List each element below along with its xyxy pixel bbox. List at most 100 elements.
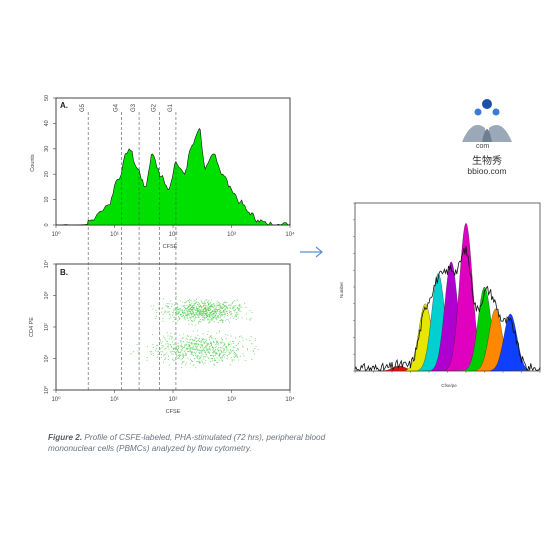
scatter-point bbox=[176, 349, 178, 351]
scatter-point bbox=[198, 357, 200, 360]
scatter-point bbox=[159, 333, 161, 335]
figure-caption: Figure 2. Profile of CSFE-labeled, PHA-s… bbox=[48, 432, 338, 454]
scatter-point bbox=[195, 318, 197, 320]
scatter-point bbox=[237, 309, 240, 311]
scatter-point bbox=[199, 356, 201, 358]
scatter-point bbox=[185, 338, 187, 340]
x-tick-label: 10³ bbox=[227, 232, 236, 238]
scatter-point bbox=[130, 353, 132, 355]
scatter-point bbox=[216, 317, 218, 319]
scatter-point bbox=[189, 304, 191, 306]
scatter-point bbox=[217, 316, 219, 318]
x-tick-label: 10³ bbox=[227, 397, 236, 403]
scatter-point bbox=[194, 337, 196, 339]
scatter-point bbox=[211, 352, 213, 354]
scatter-point bbox=[192, 330, 194, 332]
scatter-point bbox=[181, 316, 183, 318]
scatter-point bbox=[157, 307, 159, 309]
scatter-point bbox=[161, 351, 163, 353]
scatter-point bbox=[228, 312, 230, 314]
scatter-point bbox=[237, 343, 239, 345]
scatter-point bbox=[193, 314, 195, 316]
generation-gates: G5 G4 G3 G2 G1 bbox=[80, 103, 177, 390]
scatter-point bbox=[188, 347, 190, 350]
scatter-point bbox=[223, 316, 225, 318]
y-tick-label: 50 bbox=[44, 95, 50, 101]
scatter-point bbox=[195, 367, 197, 369]
scatter-point bbox=[221, 346, 223, 348]
scatter-point bbox=[220, 342, 222, 344]
panel-b-x-ticks: 10⁰ 10¹ 10² 10³ 10⁴ bbox=[51, 390, 295, 403]
scatter-point bbox=[208, 322, 210, 324]
scatter-point bbox=[200, 343, 202, 345]
scatter-point bbox=[242, 346, 244, 348]
scatter-point bbox=[208, 343, 210, 345]
scatter-point bbox=[181, 349, 183, 351]
scatter-point bbox=[172, 321, 174, 323]
logo-com-text: com bbox=[476, 143, 490, 150]
scatter-point bbox=[196, 348, 198, 350]
scatter-point bbox=[197, 361, 199, 363]
scatter-point bbox=[182, 333, 184, 335]
scatter-point bbox=[167, 307, 169, 309]
scatter-point bbox=[229, 311, 231, 313]
scatter-point bbox=[205, 305, 207, 307]
scatter-point bbox=[222, 307, 224, 309]
scatter-point bbox=[167, 344, 170, 346]
scatter-point bbox=[156, 316, 158, 318]
scatter-point bbox=[187, 347, 189, 349]
scatter-point bbox=[203, 349, 205, 351]
scatter-point bbox=[177, 307, 179, 309]
scatter-point bbox=[223, 301, 225, 304]
scatter-point bbox=[237, 308, 239, 310]
scatter-point bbox=[190, 347, 192, 349]
scatter-point bbox=[226, 315, 228, 317]
scatter-point bbox=[187, 346, 189, 348]
scatter-point bbox=[185, 312, 187, 314]
scatter-point bbox=[196, 347, 198, 349]
scatter-point bbox=[169, 307, 171, 309]
scatter-point bbox=[213, 364, 216, 366]
scatter-point bbox=[222, 305, 224, 307]
scatter-point bbox=[208, 337, 211, 339]
scatter-point bbox=[211, 316, 213, 318]
scatter-point bbox=[203, 311, 205, 313]
scatter-point bbox=[206, 311, 208, 313]
scatter-point bbox=[207, 330, 209, 333]
scatter-point bbox=[183, 345, 186, 347]
scatter-point bbox=[175, 354, 177, 356]
scatter-point bbox=[220, 307, 222, 309]
y-tick-label: 10⁰ bbox=[43, 385, 50, 394]
panel-a-x-ticks: 10⁰ 10¹ 10² 10³ 10⁴ bbox=[51, 225, 295, 238]
scatter-point bbox=[152, 308, 154, 310]
scatter-point bbox=[146, 357, 148, 359]
scatter-point bbox=[201, 301, 203, 303]
scatter-point bbox=[195, 309, 197, 311]
scatter-point bbox=[157, 344, 159, 347]
scatter-point bbox=[156, 344, 158, 346]
scatter-point bbox=[197, 345, 199, 347]
scatter-point bbox=[234, 351, 236, 353]
scatter-point bbox=[171, 336, 173, 339]
scatter-point bbox=[166, 332, 168, 334]
x-tick-label: 10⁰ bbox=[51, 231, 61, 238]
scatter-point bbox=[197, 307, 200, 310]
scatter-point bbox=[219, 317, 221, 319]
scatter-point bbox=[219, 355, 221, 357]
scatter-point bbox=[241, 337, 243, 339]
scatter-point bbox=[190, 318, 192, 320]
scatter-point bbox=[208, 339, 210, 341]
scatter-point bbox=[219, 305, 221, 307]
scatter-point bbox=[215, 313, 218, 315]
scatter-point bbox=[215, 314, 217, 316]
scatter-point bbox=[165, 343, 167, 345]
scatter-point bbox=[188, 341, 190, 343]
scatter-point bbox=[228, 351, 230, 353]
scatter-point bbox=[207, 303, 210, 305]
scatter-point bbox=[182, 355, 184, 357]
scatter-point bbox=[137, 352, 139, 354]
scatter-point bbox=[176, 345, 178, 347]
scatter-point bbox=[225, 301, 227, 303]
scatter-point bbox=[209, 308, 211, 311]
